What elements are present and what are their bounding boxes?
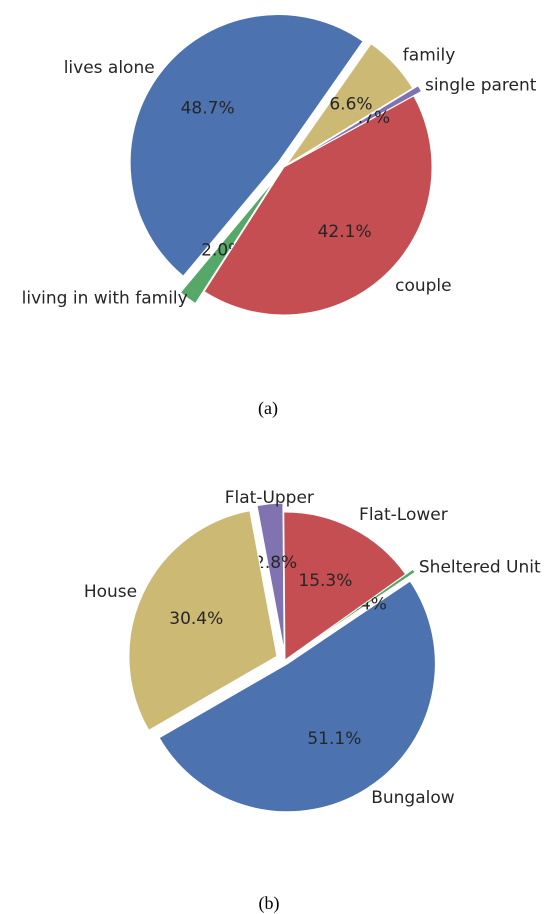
value-label: 48.7%: [181, 99, 235, 119]
pie-slice: [179, 178, 276, 305]
value-label: 6.6%: [329, 94, 372, 114]
slice-label: Bungalow: [371, 788, 455, 808]
value-label: 30.4%: [169, 609, 223, 629]
slice-label: Flat-Lower: [359, 505, 448, 525]
pie-slice: [291, 85, 423, 163]
slice-label: Flat-Upper: [225, 488, 314, 508]
value-label: 42.1%: [318, 222, 372, 242]
pie-slice: [285, 43, 414, 166]
pie-slice: [203, 95, 433, 316]
pie-slice: [256, 502, 285, 652]
pie-slice: [158, 580, 436, 813]
slice-label: House: [84, 582, 137, 602]
slice-label: living in with family: [22, 288, 188, 308]
value-label: 51.1%: [307, 729, 361, 749]
value-label: 2.8%: [254, 553, 297, 573]
caption: (b): [259, 893, 280, 914]
slice-label: couple: [395, 276, 452, 296]
slice-label: single parent: [425, 76, 537, 96]
value-label: 15.3%: [298, 571, 352, 591]
pie-slice: [129, 14, 364, 277]
slice-label: lives alone: [64, 58, 155, 78]
pie-slice: [128, 510, 278, 731]
slice-label: Sheltered Unit: [419, 557, 541, 577]
slice-label: family: [403, 46, 455, 66]
pie-slice: [283, 511, 407, 661]
caption: (a): [258, 398, 278, 419]
